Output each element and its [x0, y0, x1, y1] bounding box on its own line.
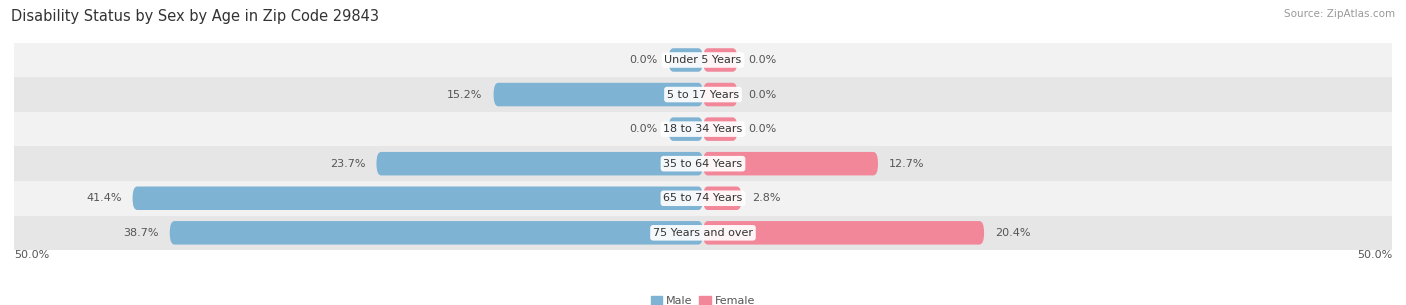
FancyBboxPatch shape [703, 186, 741, 210]
Text: 12.7%: 12.7% [889, 159, 925, 169]
FancyBboxPatch shape [703, 83, 738, 106]
Bar [14, 216, 1392, 250]
Text: 50.0%: 50.0% [1357, 250, 1392, 260]
Text: 0.0%: 0.0% [748, 90, 776, 99]
Bar [14, 112, 1392, 146]
Text: Source: ZipAtlas.com: Source: ZipAtlas.com [1284, 9, 1395, 19]
FancyBboxPatch shape [703, 152, 877, 175]
Text: 35 to 64 Years: 35 to 64 Years [664, 159, 742, 169]
Text: 0.0%: 0.0% [630, 124, 658, 134]
FancyBboxPatch shape [703, 48, 738, 72]
FancyBboxPatch shape [132, 186, 703, 210]
Text: 20.4%: 20.4% [995, 228, 1031, 238]
Bar [14, 77, 1392, 112]
FancyBboxPatch shape [703, 221, 984, 245]
Bar [14, 146, 1392, 181]
Text: Under 5 Years: Under 5 Years [665, 55, 741, 65]
Text: 0.0%: 0.0% [748, 124, 776, 134]
Text: 5 to 17 Years: 5 to 17 Years [666, 90, 740, 99]
Text: Disability Status by Sex by Age in Zip Code 29843: Disability Status by Sex by Age in Zip C… [11, 9, 380, 24]
Text: 2.8%: 2.8% [752, 193, 782, 203]
FancyBboxPatch shape [703, 117, 738, 141]
FancyBboxPatch shape [377, 152, 703, 175]
FancyBboxPatch shape [494, 83, 703, 106]
FancyBboxPatch shape [669, 117, 703, 141]
Text: 75 Years and over: 75 Years and over [652, 228, 754, 238]
Text: 0.0%: 0.0% [748, 55, 776, 65]
Text: 15.2%: 15.2% [447, 90, 482, 99]
Text: 38.7%: 38.7% [124, 228, 159, 238]
Text: 0.0%: 0.0% [630, 55, 658, 65]
FancyBboxPatch shape [669, 48, 703, 72]
Legend: Male, Female: Male, Female [647, 292, 759, 305]
Text: 41.4%: 41.4% [86, 193, 121, 203]
Bar [14, 181, 1392, 216]
Text: 65 to 74 Years: 65 to 74 Years [664, 193, 742, 203]
FancyBboxPatch shape [170, 221, 703, 245]
Text: 18 to 34 Years: 18 to 34 Years [664, 124, 742, 134]
Bar [14, 43, 1392, 77]
Text: 23.7%: 23.7% [330, 159, 366, 169]
Text: 50.0%: 50.0% [14, 250, 49, 260]
